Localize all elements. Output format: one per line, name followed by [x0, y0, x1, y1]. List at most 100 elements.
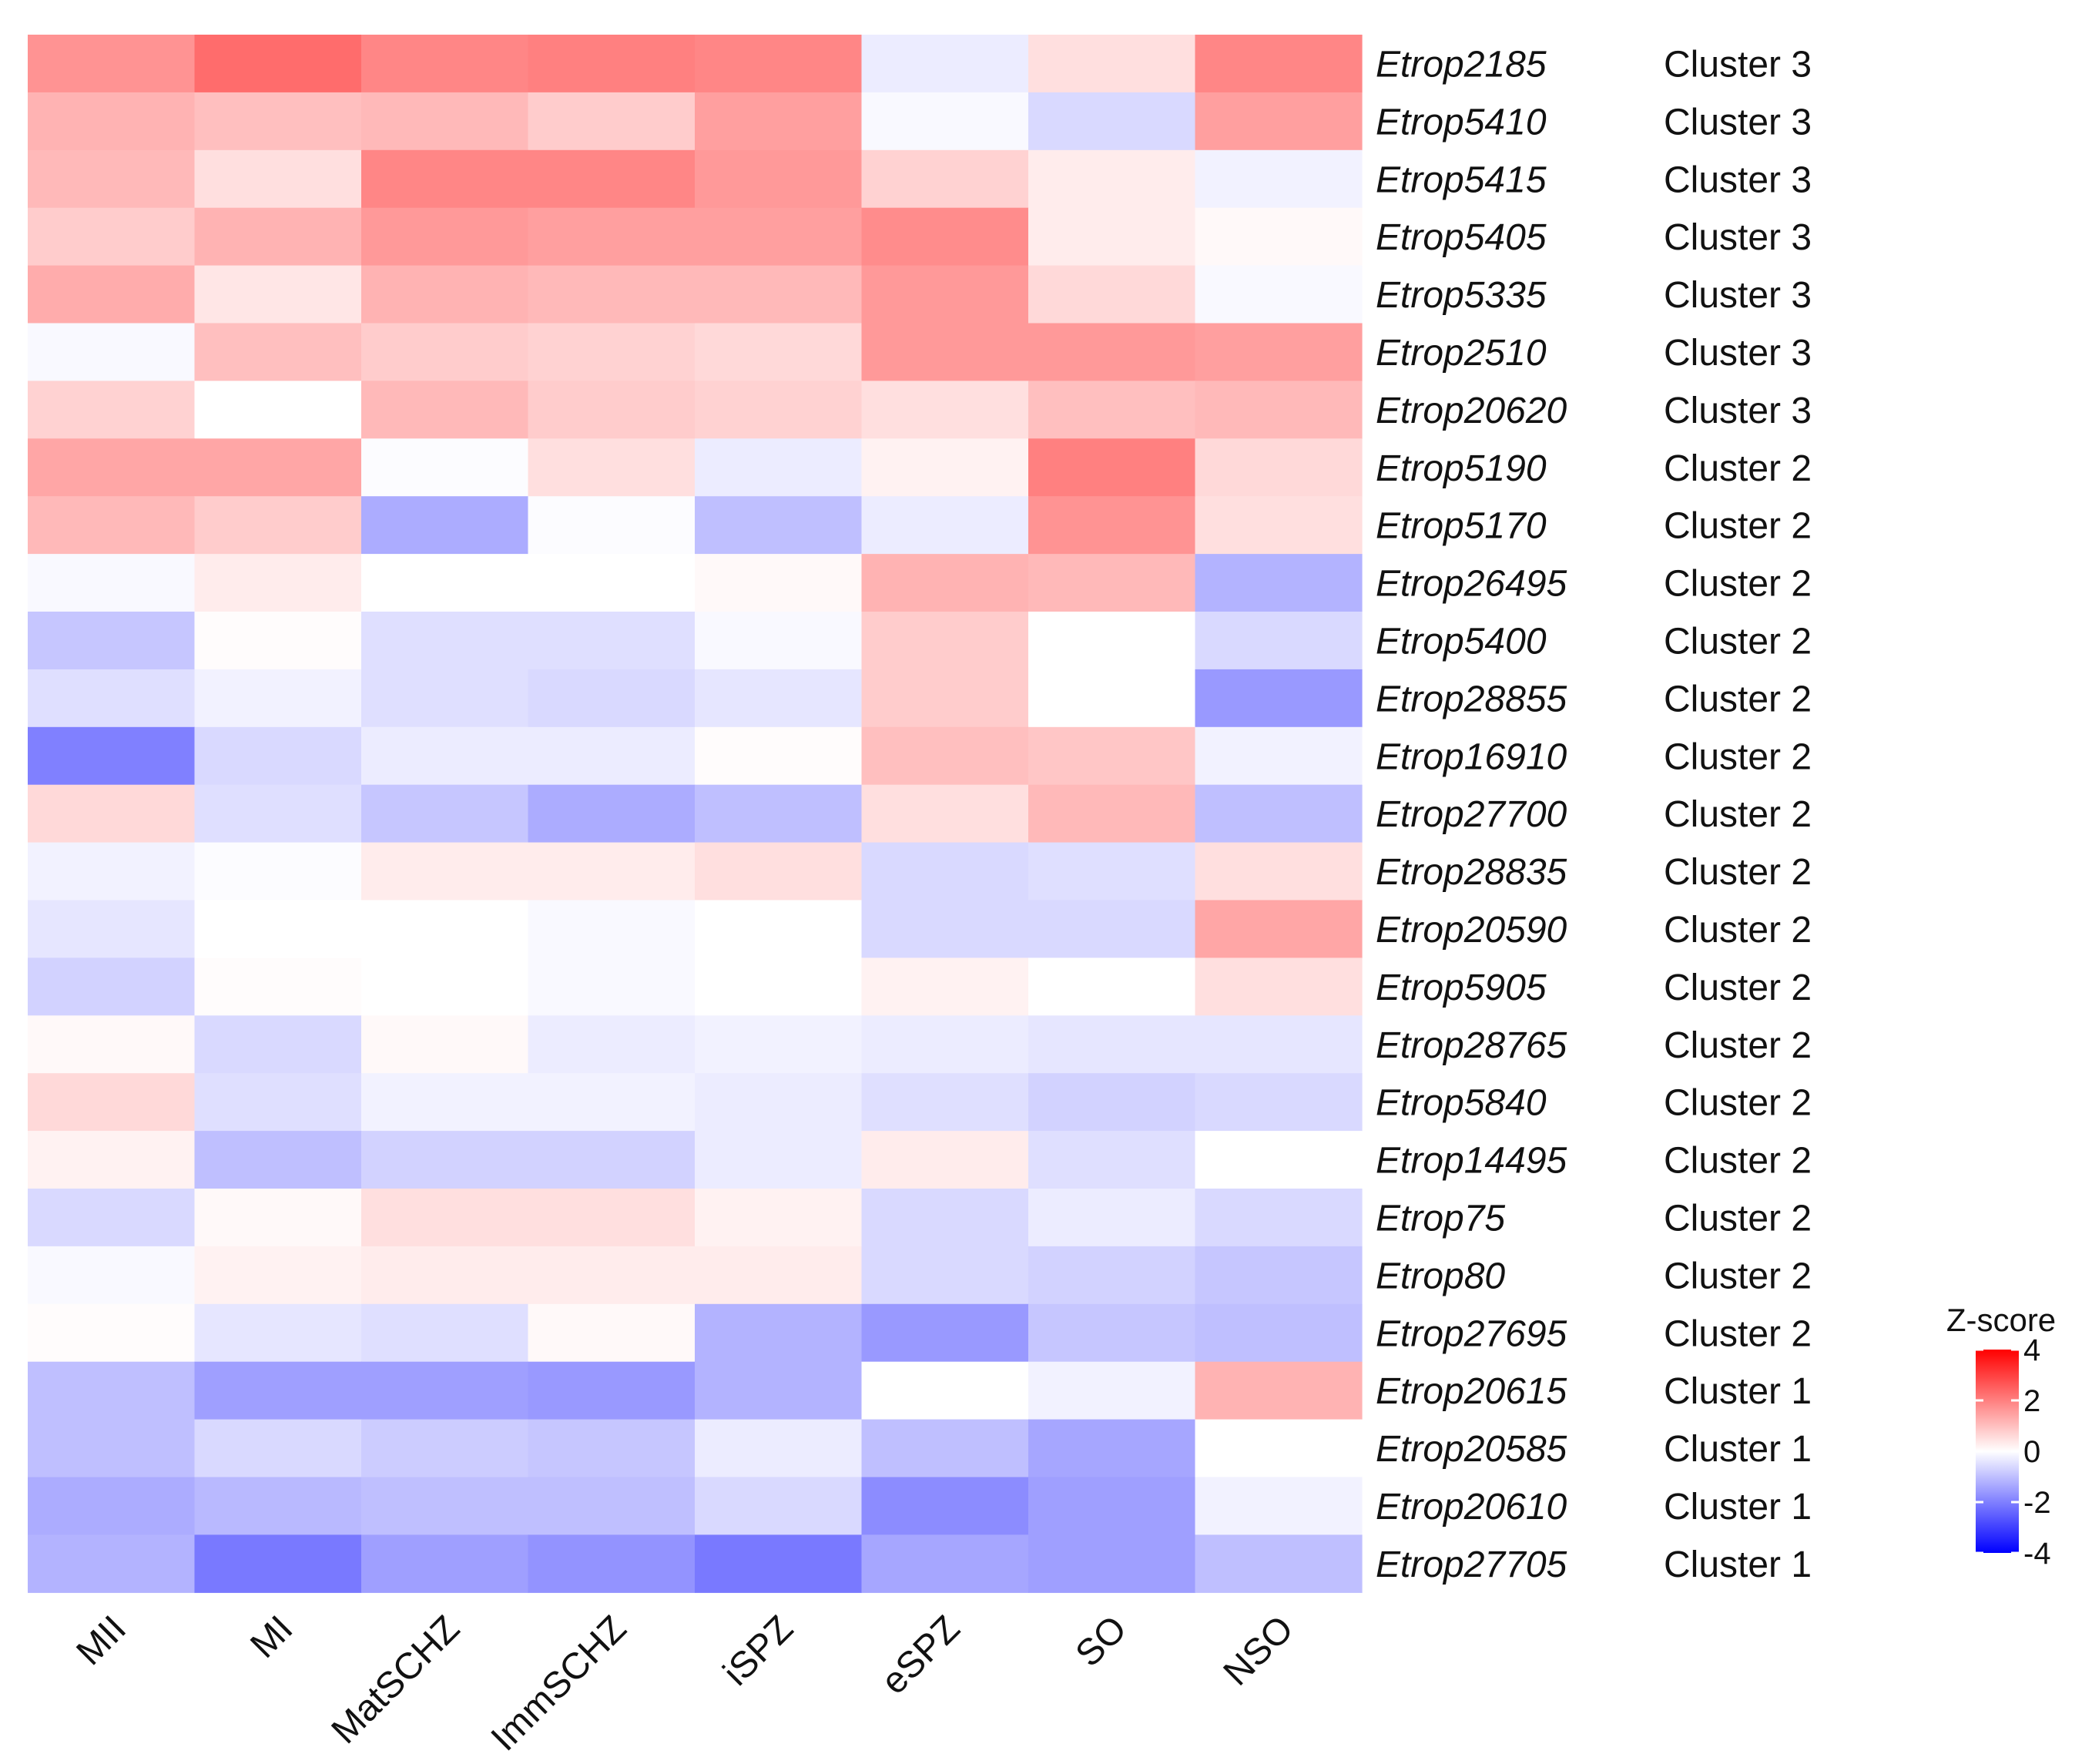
column-label: MatSCHZ [324, 1608, 468, 1752]
heatmap-cell [1195, 1534, 1363, 1593]
heatmap-cell [28, 669, 196, 728]
heatmap-cell [28, 1303, 196, 1363]
heatmap-cell [1028, 1189, 1196, 1247]
heatmap-cell [194, 1246, 362, 1305]
heatmap-cell [1028, 207, 1196, 267]
heatmap-cell [361, 1303, 529, 1363]
heatmap-cell [361, 669, 529, 728]
heatmap-cell [861, 957, 1029, 1016]
heatmap-cell [361, 554, 529, 612]
row-label-cluster: Cluster 1 [1664, 1487, 1812, 1528]
row-label-gene: Etrop75 [1376, 1199, 1505, 1239]
heatmap-cell [695, 35, 863, 93]
row-label-gene: Etrop5905 [1376, 968, 1547, 1008]
heatmap-cell [194, 149, 362, 209]
heatmap-cell [695, 669, 863, 728]
heatmap-cell [1195, 1419, 1363, 1478]
heatmap-cell [1195, 323, 1363, 381]
heatmap-cell [861, 381, 1029, 439]
heatmap-cell [695, 323, 863, 381]
heatmap-cell [528, 149, 696, 209]
row-label-gene: Etrop27700 [1376, 794, 1567, 835]
heatmap-cell [28, 1477, 196, 1535]
heatmap-cell [361, 1189, 529, 1247]
row-label-gene: Etrop5335 [1376, 275, 1547, 316]
heatmap-cell [1028, 323, 1196, 381]
heatmap-cell [361, 207, 529, 267]
heatmap-cell [194, 1419, 362, 1478]
heatmap-cell [194, 438, 362, 497]
row-label-gene: Etrop5840 [1376, 1083, 1547, 1124]
heatmap-cell [194, 1534, 362, 1593]
row-label-gene: Etrop16910 [1376, 736, 1567, 777]
heatmap-cell [28, 612, 196, 670]
heatmap-cell [1028, 35, 1196, 93]
heatmap-cell [1195, 669, 1363, 728]
heatmap-cell [361, 1534, 529, 1593]
heatmap-cell [695, 1477, 863, 1535]
heatmap-cell [695, 1534, 863, 1593]
row-label-gene: Etrop28855 [1376, 679, 1567, 719]
heatmap-cell [194, 842, 362, 901]
heatmap-cell [695, 92, 863, 151]
heatmap-cell [695, 265, 863, 324]
heatmap-cell [861, 438, 1029, 497]
heatmap-cell [1028, 92, 1196, 151]
heatmap-cell [1028, 842, 1196, 901]
heatmap-cell [528, 35, 696, 93]
row-label-cluster: Cluster 2 [1664, 448, 1812, 489]
heatmap-cell [28, 207, 196, 267]
row-label-cluster: Cluster 2 [1664, 910, 1812, 951]
heatmap-cell [28, 323, 196, 381]
heatmap-cell [28, 1131, 196, 1189]
heatmap-cell [1195, 612, 1363, 670]
heatmap-cell [1028, 784, 1196, 843]
heatmap-cell [695, 726, 863, 786]
heatmap-cell [361, 1073, 529, 1132]
heatmap-cell [861, 1534, 1029, 1593]
heatmap-cell [194, 1015, 362, 1074]
heatmap-cells [28, 35, 1363, 1593]
row-label-cluster: Cluster 2 [1664, 506, 1812, 547]
heatmap-cell [695, 957, 863, 1016]
row-label-cluster: Cluster 2 [1664, 968, 1812, 1008]
heatmap-cell [695, 1246, 863, 1305]
heatmap-cell [361, 1246, 529, 1305]
heatmap-cell [695, 1073, 863, 1132]
row-label-gene: Etrop28765 [1376, 1025, 1567, 1066]
heatmap-cell [528, 957, 696, 1016]
heatmap-cell [1195, 957, 1363, 1016]
heatmap-cell [1195, 900, 1363, 958]
legend-tick-label: -4 [2023, 1537, 2051, 1571]
row-label-cluster: Cluster 3 [1664, 333, 1812, 374]
row-label-cluster: Cluster 2 [1664, 1256, 1812, 1296]
heatmap-cell [1028, 1303, 1196, 1363]
heatmap-cell [28, 92, 196, 151]
heatmap-cell [1195, 1246, 1363, 1305]
heatmap-cell [861, 35, 1029, 93]
heatmap-cell [1195, 35, 1363, 93]
row-label-gene: Etrop5410 [1376, 102, 1547, 143]
heatmap-cell [28, 149, 196, 209]
heatmap-cell [1028, 1015, 1196, 1074]
heatmap-cell [1028, 900, 1196, 958]
heatmap-cell [861, 149, 1029, 209]
heatmap-cell [361, 612, 529, 670]
heatmap-cell [528, 1189, 696, 1247]
column-label: SO [1068, 1608, 1135, 1675]
heatmap-cell [528, 726, 696, 786]
heatmap-cell [1195, 1477, 1363, 1535]
heatmap-cell [361, 1477, 529, 1535]
heatmap-cell [1028, 1073, 1196, 1132]
heatmap-cell [194, 554, 362, 612]
heatmap-cell [1195, 554, 1363, 612]
heatmap-cell [28, 1361, 196, 1420]
heatmap-cell [861, 554, 1029, 612]
heatmap-cell [861, 900, 1029, 958]
heatmap-cell [194, 784, 362, 843]
heatmap-cell [1195, 1189, 1363, 1247]
legend-title: Z-score [1946, 1302, 2056, 1338]
heatmap-cell [861, 669, 1029, 728]
heatmap-cell [1195, 496, 1363, 555]
